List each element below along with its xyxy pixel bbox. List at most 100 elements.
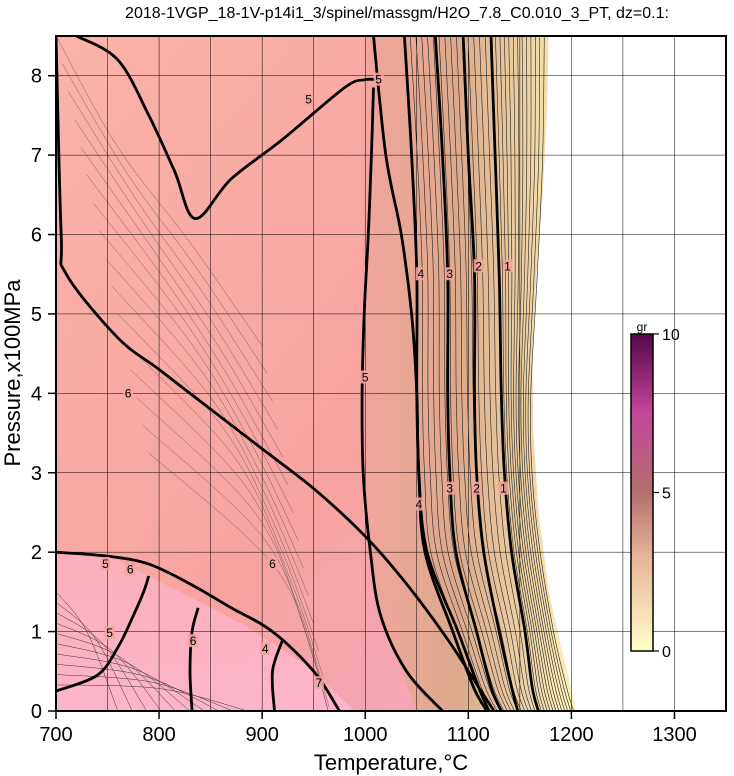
colorbar-ticks: 0 5 10	[653, 327, 680, 661]
minor-contour	[117, 313, 314, 624]
contour-label-bg	[415, 267, 426, 281]
minor-contour	[105, 258, 304, 569]
contour-label: 1	[504, 259, 511, 273]
contour-label: 6	[125, 386, 132, 400]
contour-5	[270, 639, 285, 711]
contour-label-bg	[123, 386, 134, 400]
minor-contour	[56, 674, 234, 711]
minor-contour	[499, 36, 545, 711]
contour-label: 5	[102, 557, 109, 571]
minor-contour	[512, 36, 554, 711]
contour-label-bg	[373, 72, 384, 86]
contour-label-bg	[473, 259, 484, 273]
contour-2	[461, 36, 520, 711]
colorbar-tick-label: 0	[662, 644, 671, 661]
x-tick-label: 800	[142, 724, 175, 746]
minor-contour	[527, 36, 571, 711]
minor-contour	[518, 36, 560, 711]
minor-contour	[56, 643, 191, 711]
y-tick-label: 1	[31, 622, 42, 644]
minor-contour	[515, 36, 557, 711]
y-tick-label: 8	[31, 66, 42, 88]
contour-label: 4	[415, 498, 422, 512]
colorbar-tick-label: 10	[662, 327, 680, 344]
plot-area: 5 5 6 5 4 3 2 1 4 3 2 1 6 5 6 6 5 4 7	[56, 36, 726, 711]
y-tick-label: 3	[31, 463, 42, 485]
minor-contour	[80, 147, 283, 458]
contour-label: 2	[475, 259, 482, 273]
contour-label: 6	[269, 557, 276, 571]
contour-label: 5	[305, 93, 312, 107]
x-axis: 700 800 900 1000 1100 1200 1300	[39, 711, 697, 746]
contour-label-bg	[100, 557, 111, 571]
minor-contour	[504, 36, 548, 711]
minor-contour	[522, 36, 566, 711]
minor-contour	[56, 36, 263, 346]
minor-contour	[456, 36, 519, 711]
contour-label: 5	[375, 73, 382, 87]
minor-contour	[56, 684, 248, 711]
contour-label: 3	[446, 267, 453, 281]
contour-3	[433, 36, 503, 711]
x-tick-label: 1100	[447, 724, 490, 746]
minor-contour	[56, 612, 147, 711]
contour-label: 4	[262, 642, 269, 656]
x-axis-label: Temperature,°C	[314, 750, 468, 775]
minor-contour	[415, 36, 494, 711]
x-tick-label: 1300	[652, 724, 697, 746]
colorbar-gradient	[630, 333, 654, 652]
y-axis: 0 1 2 3 4 5 6 7 8	[31, 66, 56, 723]
contour-6	[56, 550, 341, 711]
y-tick-label: 7	[31, 145, 42, 167]
minor-contour	[508, 36, 551, 711]
contour-label: 4	[418, 267, 425, 281]
minor-contour	[92, 202, 294, 513]
minor-contour	[530, 36, 574, 711]
contour-label: 6	[190, 634, 197, 648]
contour-label-bg	[444, 267, 455, 281]
y-tick-label: 0	[31, 701, 42, 723]
minor-contour	[99, 230, 299, 541]
minor-contour	[438, 36, 508, 711]
contour-label-bg	[498, 481, 509, 495]
minor-contour	[111, 285, 309, 596]
x-tick-label: 700	[39, 724, 72, 746]
contour-6	[360, 87, 444, 711]
minor-contour	[479, 36, 532, 711]
contour-labels: 5 5 6 5 4 3 2 1 4 3 2 1 6 5 6 6 5 4 7	[100, 72, 513, 690]
y-tick-label: 5	[31, 304, 42, 326]
minor-contour	[467, 36, 525, 711]
y-tick-label: 4	[31, 383, 42, 405]
contour-label-bg	[267, 557, 278, 571]
contour-label-bg	[125, 562, 136, 576]
y-tick-label: 2	[31, 542, 42, 564]
minor-contour	[86, 174, 289, 485]
contour-label: 5	[106, 626, 113, 640]
minor-contour	[427, 36, 501, 711]
minor-contour	[444, 36, 512, 711]
major-contours	[56, 36, 540, 711]
x-tick-label: 1000	[343, 724, 388, 746]
minor-contour	[484, 36, 536, 711]
minor-contour	[68, 91, 273, 402]
minor-contour	[56, 663, 220, 711]
minor-contour	[62, 63, 268, 374]
minor-contour	[421, 36, 498, 711]
contour-6	[75, 36, 378, 220]
minor-contour	[525, 36, 568, 711]
minor-contour	[148, 452, 329, 711]
minor-contour	[56, 653, 205, 711]
contour-label: 1	[500, 482, 507, 496]
minor-contour	[136, 397, 330, 708]
y-axis-label: Pressure,x100MPa	[0, 279, 25, 467]
x-tick-label: 900	[245, 724, 278, 746]
contour-5	[188, 607, 200, 711]
contour-label-bg	[413, 497, 424, 511]
minor-contour	[130, 369, 325, 680]
contour-label-bg	[360, 370, 371, 384]
minor-contour	[56, 591, 119, 711]
contour-6	[56, 36, 496, 711]
minor-contour	[56, 602, 133, 711]
y-tick-label: 6	[31, 225, 42, 247]
